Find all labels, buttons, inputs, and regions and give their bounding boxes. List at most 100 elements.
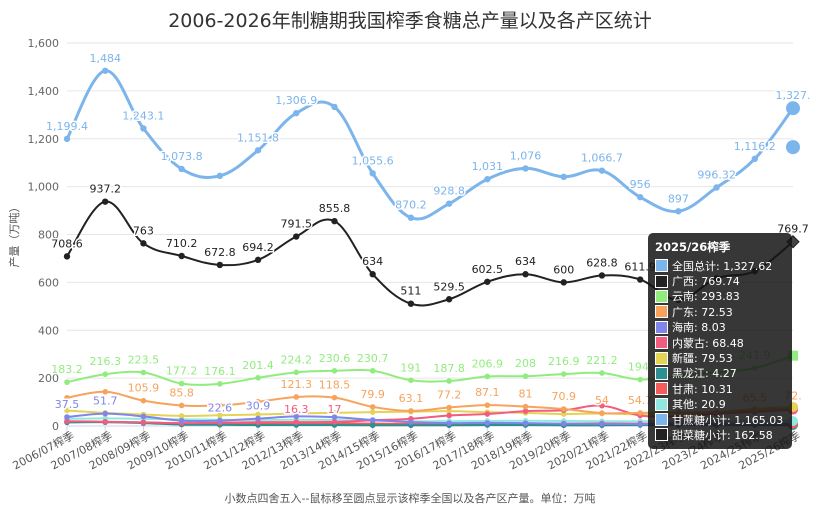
data-point [598, 272, 606, 279]
data-point [255, 415, 261, 422]
data-point [331, 103, 338, 111]
data-label: 230.7 [357, 352, 389, 365]
y-tick-label: 1,200 [28, 133, 60, 146]
tooltip-row-text: 甘肃: 10.31 [672, 382, 733, 396]
y-axis-title: 产量（万吨） [7, 202, 21, 268]
data-point [255, 374, 261, 381]
data-point [446, 412, 452, 419]
data-label: 216.3 [89, 355, 121, 368]
hover-marker [786, 140, 800, 155]
data-label: 634 [515, 255, 536, 268]
data-point [102, 371, 109, 378]
data-label: 176.1 [204, 365, 236, 378]
data-label: 224.2 [281, 353, 313, 366]
data-label: 628.8 [586, 256, 618, 269]
data-label: 223.5 [128, 353, 160, 366]
data-point [751, 155, 758, 163]
data-label: 1,076 [510, 149, 542, 162]
data-label: 105.9 [128, 382, 160, 395]
tooltip-row: 甜菜糖小计: 162.58 [655, 427, 785, 442]
data-label: 1,199.4 [46, 120, 88, 133]
data-point [254, 256, 262, 264]
data-point [102, 198, 109, 205]
data-label: 70.9 [551, 390, 576, 403]
data-label: 1,327. [776, 89, 811, 102]
chart-title: 2006-2026年制糖期我国榨季食糖总产量以及各产区统计 [168, 10, 652, 32]
data-point [636, 276, 644, 283]
data-point [102, 67, 109, 74]
data-point [331, 419, 338, 425]
data-point [560, 406, 567, 412]
data-point [408, 419, 414, 425]
tooltip-row: 广西: 769.74 [655, 273, 785, 288]
y-tick-label: 1,400 [28, 85, 60, 98]
tooltip-swatch [655, 428, 668, 442]
data-point [560, 420, 567, 427]
data-label: 51.7 [93, 395, 118, 408]
data-point [293, 413, 300, 420]
tooltip-swatch [655, 305, 668, 319]
data-label: 1,031 [472, 160, 504, 173]
data-label: 85.8 [169, 386, 194, 399]
data-point [64, 414, 70, 420]
tooltip-row-text: 内蒙古: 68.48 [672, 336, 744, 350]
data-label: 208 [515, 357, 536, 370]
tooltip-swatch [655, 274, 668, 288]
data-point [293, 369, 300, 376]
tooltip-swatch [655, 413, 668, 427]
data-point [598, 167, 606, 174]
data-label: 221.2 [586, 354, 618, 367]
data-point [637, 410, 643, 416]
data-point [522, 373, 529, 380]
data-point [599, 402, 605, 409]
data-label: 54 [595, 394, 609, 407]
data-point [178, 402, 185, 409]
data-label: 17 [327, 403, 341, 416]
data-label: 121.3 [281, 378, 313, 391]
data-label: 81 [519, 388, 533, 401]
y-tick-label: 1,000 [28, 181, 60, 194]
data-label: 230.6 [319, 352, 351, 365]
data-point [255, 411, 261, 418]
data-point [217, 381, 223, 387]
tooltip-row-text: 云南: 293.83 [672, 290, 740, 304]
data-point [331, 368, 338, 374]
tooltip-row-text: 全国总计: 1,327.62 [672, 259, 773, 273]
data-label: 791.5 [281, 218, 313, 231]
data-point [408, 377, 414, 384]
data-point [140, 397, 147, 404]
data-point [369, 404, 376, 410]
footnote: 小数点四舍五入--鼠标移至圆点显示该榨季全国以及各产区产量。单位：万吨 [224, 492, 596, 505]
data-point [140, 125, 147, 132]
data-label: 1,055.6 [352, 154, 394, 167]
data-label: 870.2 [395, 199, 427, 212]
data-label: 191 [400, 361, 421, 374]
data-point [446, 420, 452, 426]
data-point [64, 407, 70, 414]
data-point [331, 394, 338, 401]
data-point [560, 371, 567, 377]
tooltip-swatch [655, 351, 668, 365]
data-point [178, 165, 185, 173]
data-label: 855.8 [319, 202, 351, 215]
tooltip-swatch [655, 289, 668, 303]
data-point [140, 413, 147, 420]
data-label: 206.9 [472, 357, 504, 370]
data-point [293, 109, 300, 117]
data-point [331, 414, 338, 420]
data-label: 996.32 [697, 169, 736, 182]
tooltip-swatch [655, 397, 668, 411]
data-point [217, 402, 223, 409]
data-label: 1,073.8 [161, 150, 203, 163]
tooltip-title: 2025/26榨季 [655, 240, 731, 254]
hover-marker [786, 101, 800, 116]
data-label: 937.2 [89, 183, 121, 196]
data-point [637, 421, 643, 427]
data-point [636, 193, 644, 201]
data-label: 763 [133, 224, 154, 237]
data-point [713, 184, 720, 191]
y-tick-label: 400 [38, 324, 59, 337]
tooltip-row-text: 甘蔗糖小计: 1,165.03 [672, 413, 784, 427]
data-label: 177.2 [166, 365, 198, 378]
data-point [369, 417, 376, 423]
